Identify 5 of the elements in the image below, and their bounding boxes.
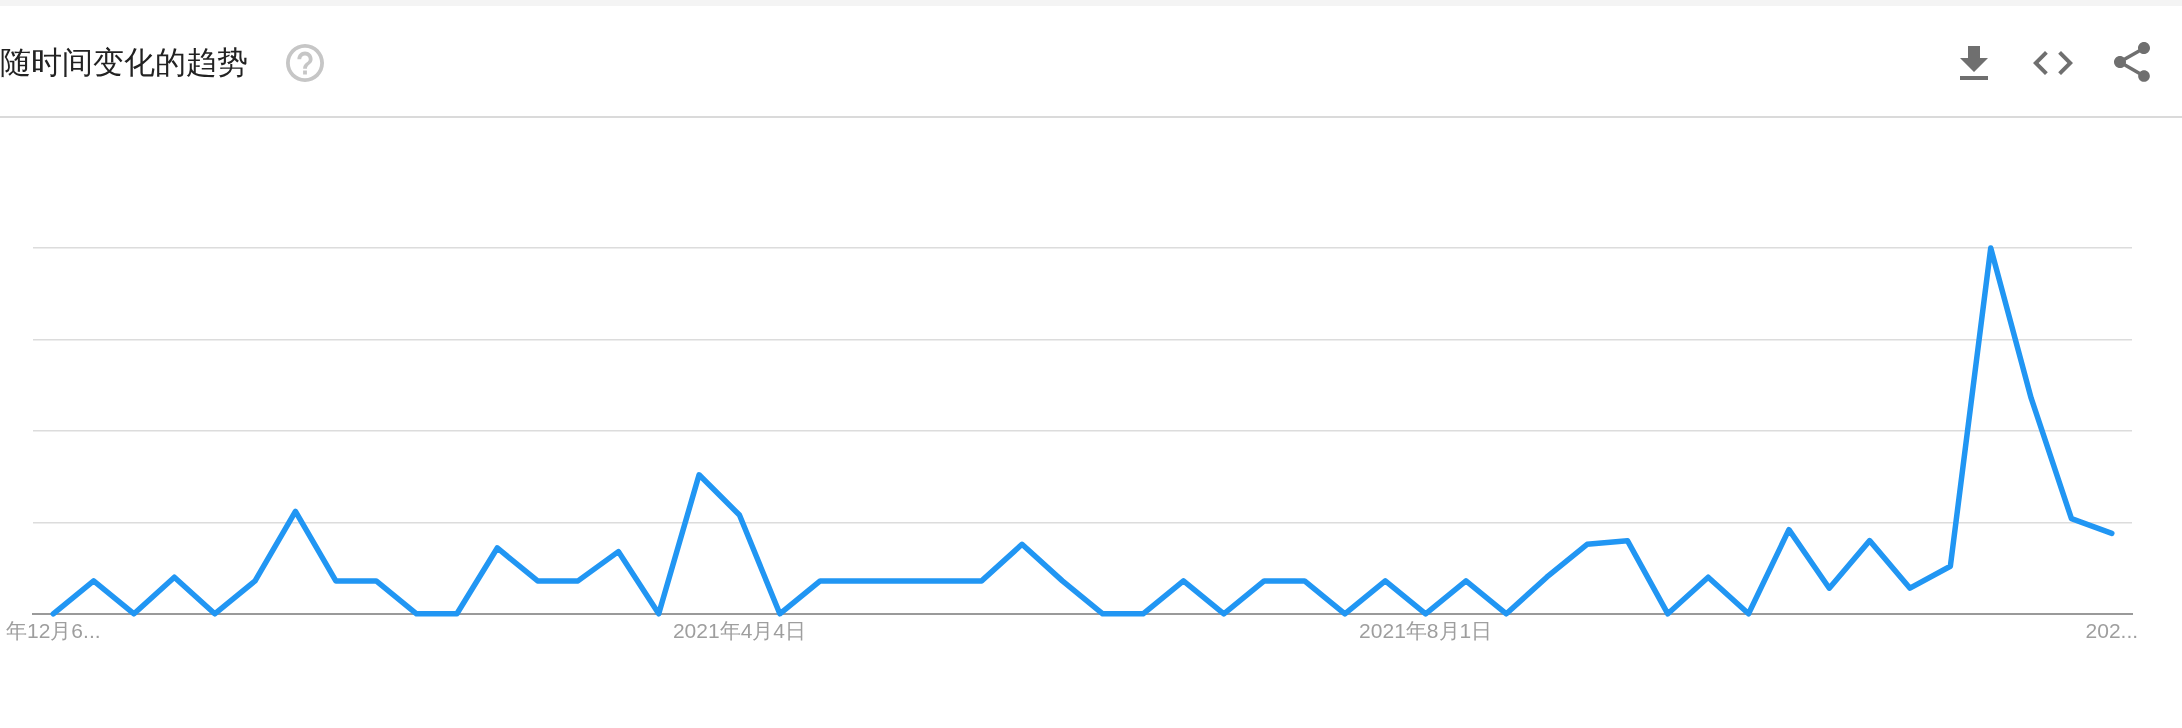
x-tick-label: 年12月6... <box>6 619 101 643</box>
chart-title: 随时间变化的趋势 <box>0 45 248 80</box>
x-tick-label: 2021年8月1日 <box>1359 619 1493 643</box>
x-tick-label: 2021年4月4日 <box>672 619 806 643</box>
x-tick-label: 202... <box>2085 619 2139 643</box>
